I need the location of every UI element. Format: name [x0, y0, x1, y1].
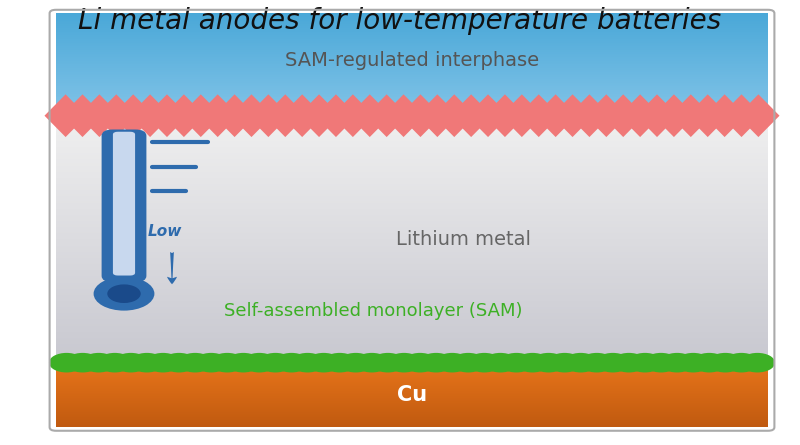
- Polygon shape: [146, 94, 188, 137]
- Circle shape: [675, 353, 710, 372]
- Polygon shape: [501, 94, 543, 137]
- Circle shape: [290, 353, 325, 372]
- Polygon shape: [264, 94, 306, 137]
- Polygon shape: [399, 94, 442, 137]
- Polygon shape: [315, 94, 357, 137]
- Circle shape: [130, 353, 165, 372]
- Polygon shape: [416, 94, 458, 137]
- Polygon shape: [484, 94, 526, 137]
- Circle shape: [627, 353, 662, 372]
- Polygon shape: [534, 94, 577, 137]
- Circle shape: [162, 353, 197, 372]
- Polygon shape: [738, 94, 779, 137]
- Polygon shape: [366, 94, 408, 137]
- Polygon shape: [214, 94, 256, 137]
- Polygon shape: [703, 94, 746, 137]
- FancyBboxPatch shape: [113, 132, 135, 275]
- Polygon shape: [382, 94, 425, 137]
- Circle shape: [146, 353, 181, 372]
- Circle shape: [515, 353, 550, 372]
- Circle shape: [81, 353, 116, 372]
- Polygon shape: [670, 94, 712, 137]
- Circle shape: [563, 353, 598, 372]
- Circle shape: [724, 353, 759, 372]
- Polygon shape: [247, 94, 290, 137]
- Circle shape: [274, 353, 309, 372]
- Circle shape: [547, 353, 582, 372]
- Polygon shape: [636, 94, 678, 137]
- Circle shape: [386, 353, 422, 372]
- Polygon shape: [433, 94, 475, 137]
- Polygon shape: [720, 94, 762, 137]
- Circle shape: [579, 353, 614, 372]
- Circle shape: [97, 353, 132, 372]
- FancyBboxPatch shape: [102, 129, 146, 282]
- Circle shape: [531, 353, 566, 372]
- Text: Li metal anodes for low-temperature batteries: Li metal anodes for low-temperature batt…: [78, 7, 722, 35]
- Polygon shape: [686, 94, 729, 137]
- Circle shape: [242, 353, 277, 372]
- Polygon shape: [45, 94, 86, 137]
- Text: Cu: Cu: [397, 385, 427, 405]
- Circle shape: [643, 353, 678, 372]
- Circle shape: [178, 353, 213, 372]
- Circle shape: [194, 353, 229, 372]
- Circle shape: [708, 353, 743, 372]
- Text: Low: Low: [148, 224, 182, 239]
- Polygon shape: [586, 94, 627, 137]
- Polygon shape: [180, 94, 222, 137]
- Polygon shape: [467, 94, 509, 137]
- Polygon shape: [95, 94, 138, 137]
- Circle shape: [692, 353, 727, 372]
- Polygon shape: [450, 94, 492, 137]
- Circle shape: [611, 353, 646, 372]
- Circle shape: [306, 353, 342, 372]
- Polygon shape: [653, 94, 695, 137]
- Circle shape: [210, 353, 245, 372]
- Polygon shape: [230, 94, 273, 137]
- Circle shape: [740, 353, 775, 372]
- Polygon shape: [112, 94, 154, 137]
- Circle shape: [322, 353, 358, 372]
- Circle shape: [370, 353, 406, 372]
- Polygon shape: [281, 94, 323, 137]
- Circle shape: [450, 353, 486, 372]
- Circle shape: [107, 284, 141, 303]
- Polygon shape: [349, 94, 391, 137]
- Polygon shape: [298, 94, 340, 137]
- Polygon shape: [551, 94, 594, 137]
- Circle shape: [338, 353, 374, 372]
- Polygon shape: [78, 94, 121, 137]
- Polygon shape: [129, 94, 171, 137]
- Circle shape: [434, 353, 470, 372]
- Circle shape: [258, 353, 293, 372]
- Circle shape: [226, 353, 261, 372]
- Text: SAM-regulated interphase: SAM-regulated interphase: [285, 51, 539, 69]
- Polygon shape: [162, 94, 205, 137]
- Circle shape: [482, 353, 518, 372]
- Text: Lithium metal: Lithium metal: [397, 230, 531, 249]
- Circle shape: [94, 277, 154, 311]
- Polygon shape: [568, 94, 610, 137]
- Circle shape: [402, 353, 438, 372]
- Circle shape: [114, 353, 149, 372]
- Circle shape: [49, 353, 84, 372]
- Text: Self-assembled monolayer (SAM): Self-assembled monolayer (SAM): [224, 303, 522, 320]
- Circle shape: [499, 353, 534, 372]
- Circle shape: [595, 353, 630, 372]
- Polygon shape: [332, 94, 374, 137]
- FancyArrowPatch shape: [167, 252, 177, 284]
- Circle shape: [466, 353, 502, 372]
- Polygon shape: [602, 94, 644, 137]
- Polygon shape: [197, 94, 238, 137]
- Circle shape: [418, 353, 454, 372]
- Polygon shape: [619, 94, 662, 137]
- Circle shape: [354, 353, 390, 372]
- Polygon shape: [62, 94, 104, 137]
- Polygon shape: [518, 94, 560, 137]
- Circle shape: [659, 353, 694, 372]
- Circle shape: [65, 353, 100, 372]
